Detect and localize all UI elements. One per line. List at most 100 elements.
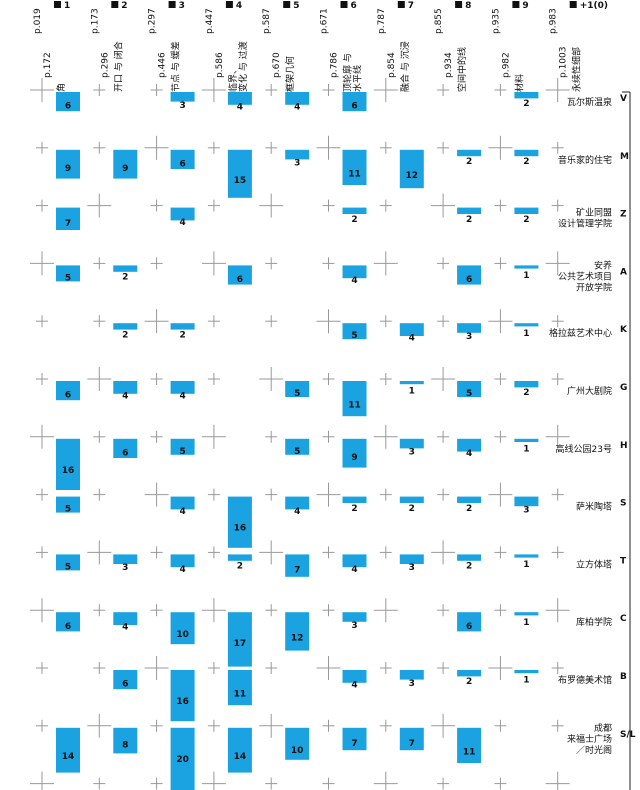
count-bar (170, 670, 195, 722)
count-bar (514, 612, 539, 616)
count-label: 15 (234, 176, 247, 186)
count-label: 11 (463, 747, 476, 757)
count-bar (399, 438, 424, 449)
count-label: 2 (351, 504, 357, 514)
row-name: 来福士广场 (567, 733, 612, 745)
count-label: 3 (294, 159, 300, 169)
count-label: 2 (466, 215, 472, 225)
count-bar (399, 554, 424, 564)
count-label: 4 (466, 449, 472, 459)
count-label: 1 (523, 329, 529, 339)
count-bar (227, 554, 252, 561)
count-label: 10 (291, 746, 304, 756)
count-label: 2 (523, 99, 529, 109)
count-label: 6 (65, 622, 71, 632)
count-bar (285, 496, 310, 510)
count-bar (514, 438, 539, 442)
count-label: 6 (65, 391, 71, 401)
column-number: 9 (522, 1, 528, 11)
count-label: 2 (237, 562, 243, 572)
count-label: 5 (179, 447, 185, 457)
row-code: S/L (620, 730, 636, 740)
column-label: 顶轮廓 与 (342, 53, 354, 92)
count-label: 6 (466, 275, 472, 285)
count-label: 20 (176, 755, 189, 765)
column-label: 材料 (513, 74, 525, 92)
count-bar (227, 92, 252, 105)
count-label: 12 (291, 633, 304, 643)
count-label: 4 (122, 623, 128, 633)
count-bar (285, 438, 310, 455)
count-label: 2 (351, 215, 357, 225)
row-code: B (620, 672, 627, 682)
count-bar (227, 670, 252, 706)
page-end: p.1003 (559, 47, 569, 78)
count-bar (170, 323, 195, 330)
page-start: p.855 (434, 8, 444, 34)
page-start: p.447 (205, 8, 215, 34)
count-label: 10 (176, 630, 189, 640)
column-number: 8 (465, 1, 471, 11)
count-label: 2 (122, 273, 128, 283)
row-name: 库柏学院 (576, 616, 612, 628)
count-label: 4 (122, 391, 128, 401)
count-label: 2 (409, 504, 415, 514)
count-bar (227, 496, 252, 548)
count-label: 6 (65, 102, 71, 112)
column-label: 框架几何 (284, 56, 296, 92)
count-bar (170, 496, 195, 510)
count-label: 4 (237, 102, 243, 112)
count-label: 9 (351, 453, 357, 463)
count-bar (56, 612, 80, 632)
count-bar (170, 207, 195, 221)
count-bar (113, 149, 138, 179)
count-bar (227, 265, 252, 285)
count-bar (342, 265, 367, 279)
count-label: 7 (409, 739, 415, 749)
column-label: 空间中的线 (456, 47, 468, 92)
count-label: 1 (409, 387, 415, 397)
column-icon (283, 1, 291, 8)
page-end: p.854 (387, 52, 397, 78)
count-bar (285, 381, 310, 397)
count-label: 3 (179, 101, 185, 111)
count-label: 17 (234, 639, 247, 649)
count-bar (170, 727, 195, 790)
count-label: 4 (179, 218, 185, 228)
count-label: 5 (65, 505, 71, 515)
row-name: 瓦尔斯温泉 (567, 96, 612, 108)
count-bar (56, 149, 80, 179)
page-end: p.786 (330, 52, 340, 78)
row-name: 格拉兹艺术中心 (549, 327, 612, 339)
column-label: 角 (55, 83, 67, 92)
count-label: 1 (523, 271, 529, 281)
page-start: p.935 (491, 8, 501, 34)
count-bar (342, 496, 367, 503)
count-bar (457, 438, 482, 452)
page-end: p.586 (215, 52, 225, 78)
count-bar (56, 496, 80, 513)
count-label: 2 (466, 157, 472, 167)
count-bar (342, 92, 367, 112)
row-name: ／时光阁 (576, 744, 612, 756)
row-name: 安养 (594, 259, 612, 271)
count-bar (457, 670, 482, 677)
count-label: 3 (409, 448, 415, 458)
count-bar (457, 612, 482, 632)
count-bar (514, 149, 539, 157)
row-code: G (620, 383, 627, 393)
count-label: 2 (122, 330, 128, 340)
column-icon (569, 1, 577, 8)
count-label: 4 (351, 276, 357, 286)
count-bar (285, 554, 310, 577)
count-bar (113, 554, 138, 564)
count-bar (399, 496, 424, 503)
count-bar (457, 727, 482, 763)
count-bar (56, 438, 80, 490)
column-number: 2 (121, 1, 127, 11)
count-label: 14 (234, 752, 247, 762)
count-bar (227, 149, 252, 198)
column-icon (225, 1, 233, 8)
page-start: p.587 (262, 8, 272, 34)
count-bar (227, 612, 252, 667)
